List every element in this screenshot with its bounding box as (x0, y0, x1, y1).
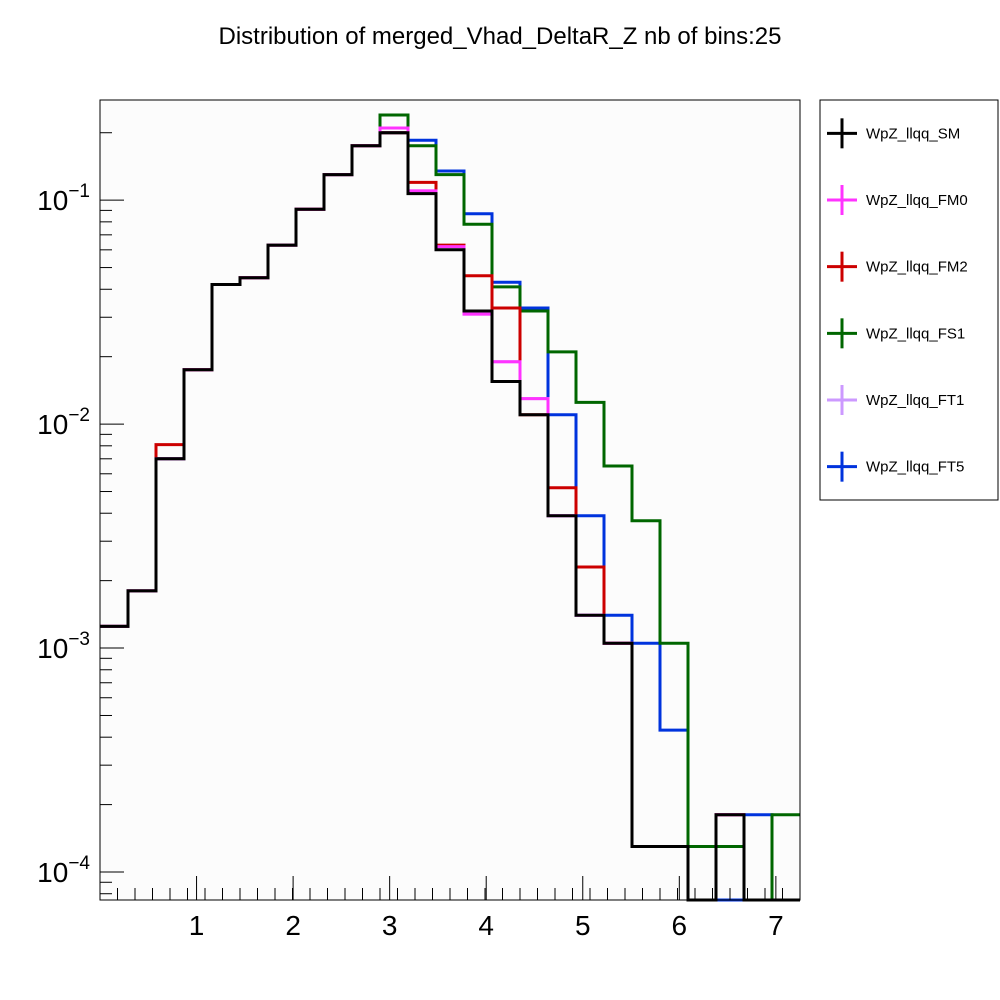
y-tick-label: 10−3 (37, 629, 90, 664)
legend-label: WpZ_llqq_FM0 (866, 192, 968, 209)
x-tick-label: 1 (189, 910, 205, 941)
x-axis: 1 2 3 4 5 6 7 (99, 876, 801, 941)
chart-title: Distribution of merged_Vhad_DeltaR_Z nb … (219, 23, 782, 50)
x-tick-label: 4 (478, 910, 494, 941)
y-tick-label: 10−2 (37, 405, 90, 440)
legend: WpZ_llqq_SM WpZ_llqq_FM0 WpZ_llqq_FM2 WpZ_l… (819, 99, 999, 501)
legend-label: WpZ_llqq_FT1 (866, 392, 964, 409)
plot-area (99, 99, 801, 901)
x-tick-label: 6 (672, 910, 688, 941)
y-tick-label: 10−1 (37, 181, 90, 216)
x-tick-label: 7 (768, 910, 784, 941)
x-tick-label: 2 (285, 910, 301, 941)
legend-label: WpZ_llqq_FS1 (866, 325, 965, 342)
x-tick-label: 3 (382, 910, 398, 941)
series-layer (100, 113, 800, 902)
legend-label: WpZ_llqq_SM (866, 125, 960, 142)
y-axis: 10−1 10−2 10−3 10−4 (37, 132, 124, 895)
y-tick-label: 10−4 (37, 853, 90, 888)
legend-label: WpZ_llqq_FM2 (866, 259, 968, 276)
series-line-0 (100, 131, 800, 902)
legend-box (819, 99, 999, 501)
x-tick-label: 5 (575, 910, 591, 941)
legend-label: WpZ_llqq_FT5 (866, 459, 964, 476)
